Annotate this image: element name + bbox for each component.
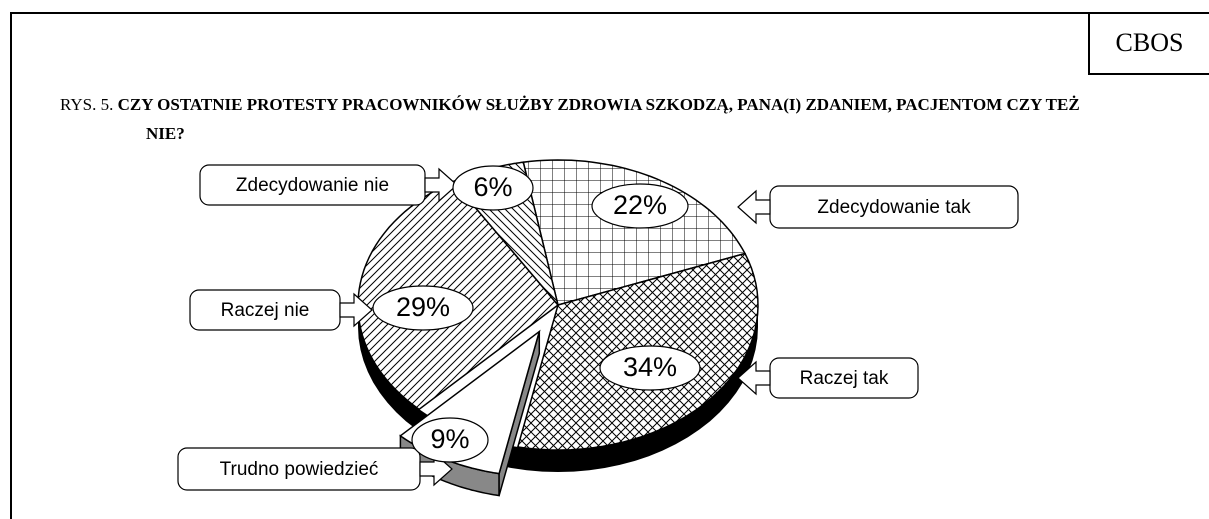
callout-arrow [424,167,458,203]
data-label: 22% [613,190,667,220]
label-bubble [372,285,474,331]
callout-arrow [737,360,771,396]
legend-label: Zdecydowanie tak [817,197,971,218]
legend-label: Raczej tak [800,368,889,389]
data-label: 6% [473,172,512,202]
legend-label: Raczej nie [221,300,310,321]
label-bubble [591,183,689,229]
label-bubble [411,417,489,463]
label-bubble [452,165,534,211]
source: CBOS [1088,12,1209,75]
callout-arrow [737,189,771,225]
frame [10,12,1209,519]
title-block: RYS. 5. CZY OSTATNIE PROTESTY PRACOWNIKÓ… [60,90,1120,148]
legend-label: Trudno powiedzieć [220,459,379,480]
chart-title: CZY OSTATNIE PROTESTY PRACOWNIKÓW SŁUŻBY… [117,95,1080,143]
data-label: 29% [396,292,450,322]
legend-label: Zdecydowanie nie [236,175,389,196]
label-bubble [599,345,701,391]
data-label: 9% [430,424,469,454]
callout-arrow [339,292,373,328]
data-label: 34% [623,352,677,382]
figure-label: RYS. 5. [60,95,114,114]
